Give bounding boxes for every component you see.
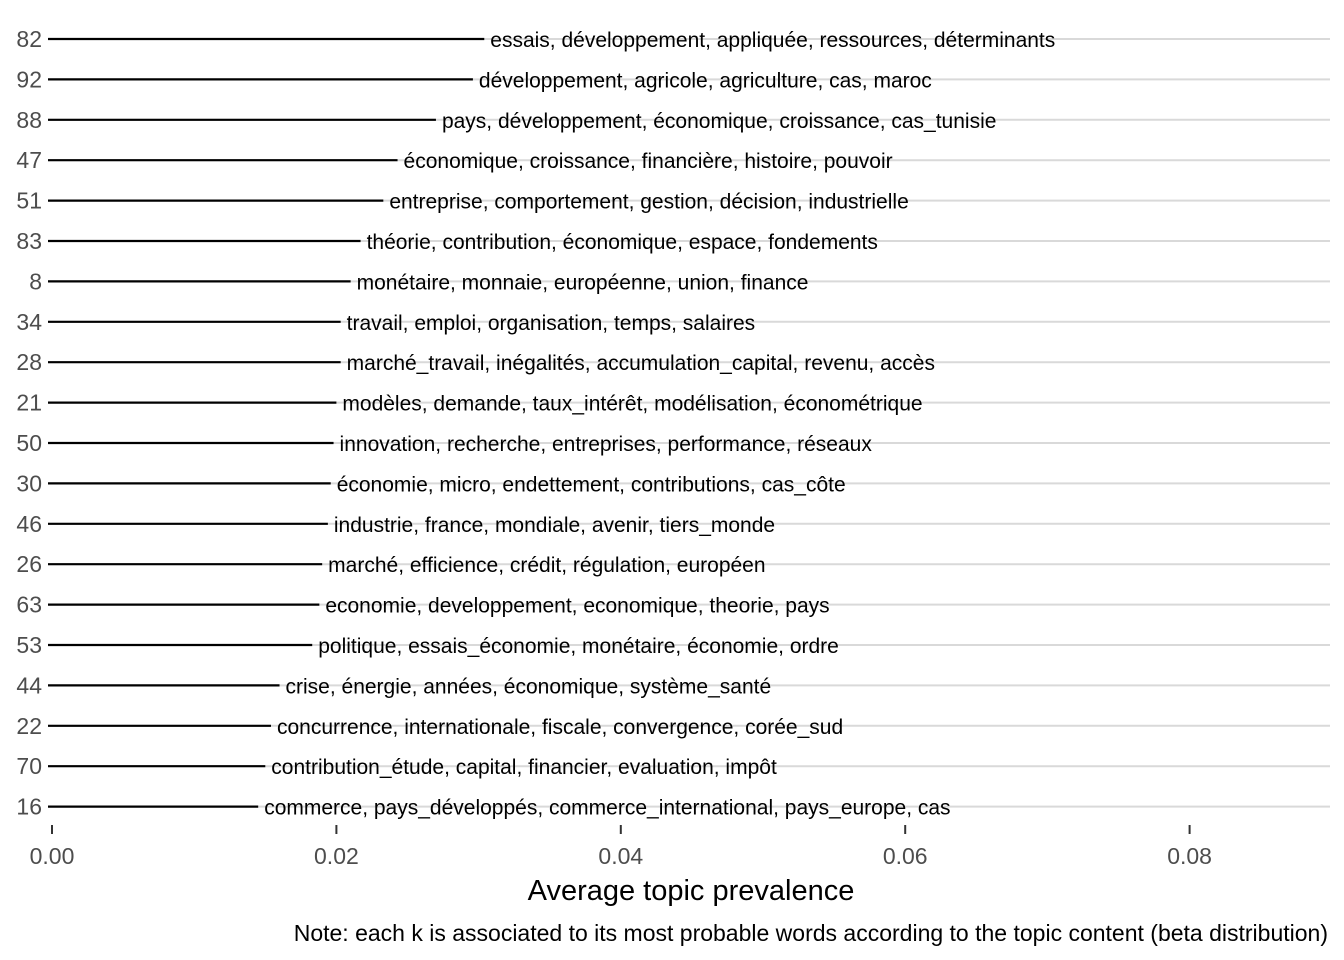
y-tick-label: 8 <box>29 268 42 294</box>
chart-caption: Note: each k is associated to its most p… <box>294 920 1328 946</box>
word-label: modèles, demande, taux_intérêt, modélisa… <box>342 393 922 416</box>
word-label: commerce, pays_développés, commerce_inte… <box>264 797 950 820</box>
y-tick-label: 44 <box>16 672 42 698</box>
y-tick-label: 30 <box>16 470 42 496</box>
x-tick-label: 0.02 <box>314 843 359 869</box>
word-label: economie, developpement, economique, the… <box>325 595 829 618</box>
word-label: innovation, recherche, entreprises, perf… <box>340 433 873 456</box>
x-tick-label: 0.06 <box>883 843 928 869</box>
word-label: crise, énergie, années, économique, syst… <box>286 675 772 698</box>
word-label: politique, essais_économie, monétaire, é… <box>318 635 839 658</box>
word-label: théorie, contribution, économique, espac… <box>367 231 878 254</box>
x-tick-label: 0.08 <box>1167 843 1212 869</box>
word-label: économie, micro, endettement, contributi… <box>337 473 846 496</box>
word-label: développement, agricole, agriculture, ca… <box>479 69 932 92</box>
y-tick-label: 88 <box>16 107 42 133</box>
bars <box>48 37 485 808</box>
y-tick-label: 26 <box>16 551 42 577</box>
word-label: contribution_étude, capital, financier, … <box>271 756 777 779</box>
y-tick-label: 51 <box>16 188 42 214</box>
y-tick-label: 34 <box>16 309 42 335</box>
y-tick-label: 70 <box>16 753 42 779</box>
y-tick-label: 82 <box>16 26 42 52</box>
y-axis-labels: 82 92 88 47 51 83 8 34 28 21 50 30 46 26 63 53 44 22 70 16 <box>16 26 42 820</box>
word-label: marché, efficience, crédit, régulation, … <box>328 554 765 577</box>
y-tick-label: 53 <box>16 632 42 658</box>
word-label: économique, croissance, financière, hist… <box>404 150 893 173</box>
word-label: monétaire, monnaie, européenne, union, f… <box>357 271 809 294</box>
y-tick-label: 63 <box>16 592 42 618</box>
word-label: travail, emploi, organisation, temps, sa… <box>347 312 756 335</box>
y-tick-label: 22 <box>16 713 42 739</box>
y-tick-label: 28 <box>16 349 42 375</box>
word-label: entreprise, comportement, gestion, décis… <box>389 191 908 214</box>
y-tick-label: 16 <box>16 794 42 820</box>
y-tick-label: 92 <box>16 66 42 92</box>
y-tick-label: 46 <box>16 511 42 537</box>
word-labels: essais, développement, appliquée, ressou… <box>264 29 1055 820</box>
y-tick-label: 50 <box>16 430 42 456</box>
x-axis-title: Average topic prevalence <box>528 875 855 907</box>
word-label: industrie, france, mondiale, avenir, tie… <box>334 514 775 537</box>
y-tick-label: 83 <box>16 228 42 254</box>
x-axis: 0.00 0.02 0.04 0.06 0.08 <box>30 825 1212 869</box>
y-tick-label: 21 <box>16 390 42 416</box>
x-tick-label: 0.00 <box>30 843 75 869</box>
x-tick-label: 0.04 <box>598 843 643 869</box>
word-label: marché_travail, inégalités, accumulation… <box>347 352 935 375</box>
word-label: concurrence, internationale, fiscale, co… <box>277 716 843 739</box>
word-label: pays, développement, économique, croissa… <box>442 110 997 133</box>
y-tick-label: 47 <box>16 147 42 173</box>
word-label: essais, développement, appliquée, ressou… <box>490 29 1055 52</box>
